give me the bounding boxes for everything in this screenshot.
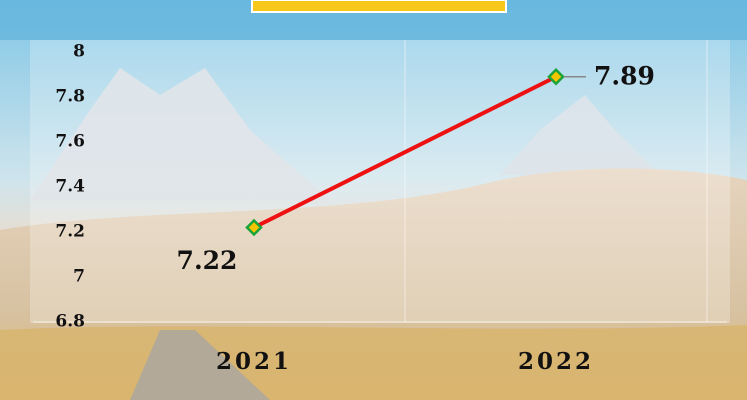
y-tick-label: 6.8 xyxy=(55,312,85,332)
x-tick-label: 2022 xyxy=(518,348,594,375)
data-label: 7.89 xyxy=(594,61,655,90)
y-tick-label: 7.6 xyxy=(55,132,85,152)
y-tick-label: 8 xyxy=(73,42,85,62)
data-label: 7.22 xyxy=(177,246,238,275)
y-tick-label: 7 xyxy=(73,267,85,287)
y-tick-label: 7.8 xyxy=(55,87,85,107)
y-tick-label: 7.2 xyxy=(55,222,85,242)
y-tick-label: 7.4 xyxy=(55,177,85,197)
x-tick-label: 2021 xyxy=(216,348,292,375)
marker xyxy=(547,67,565,86)
marker xyxy=(245,218,263,237)
line xyxy=(253,74,557,230)
